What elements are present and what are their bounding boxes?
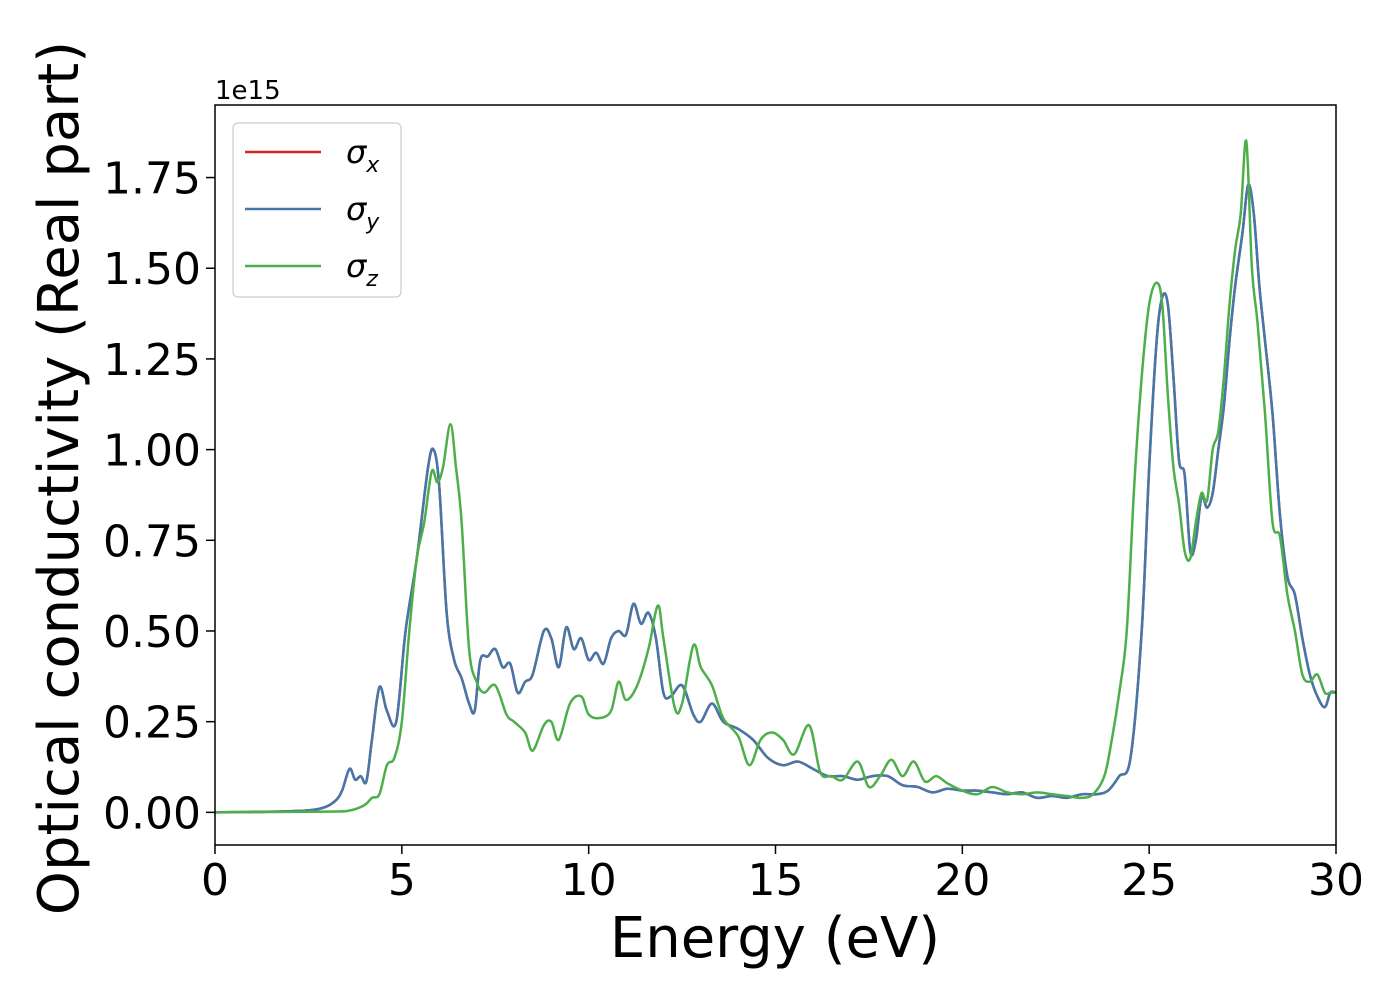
y-tick-label: 0.00 — [103, 788, 201, 839]
y-offset-label: 1e15 — [215, 76, 281, 106]
y-tick-label: 1.00 — [103, 426, 201, 477]
x-tick-label: 0 — [201, 855, 229, 906]
legend-label-subscript: z — [365, 267, 378, 292]
y-tick-label: 1.25 — [103, 335, 201, 386]
y-axis-label: Optical conductivity (Real part) — [27, 41, 92, 915]
x-axis-label: Energy (eV) — [610, 906, 940, 971]
x-tick-label: 10 — [561, 855, 617, 906]
y-tick-label: 1.50 — [103, 244, 201, 295]
y-tick-label: 0.25 — [103, 698, 201, 749]
y-tick-label: 0.50 — [103, 607, 201, 658]
series-line-sigma-y — [215, 183, 1336, 814]
series-line-sigma-z — [215, 139, 1336, 814]
legend-label: σy — [346, 190, 380, 235]
x-tick-label: 5 — [388, 855, 416, 906]
legend-label-subscript: y — [365, 210, 380, 235]
x-tick-label: 25 — [1121, 855, 1177, 906]
x-tick-label: 30 — [1308, 855, 1364, 906]
x-tick-label: 20 — [934, 855, 990, 906]
y-tick-label: 1.75 — [103, 154, 201, 205]
legend-label-subscript: x — [365, 153, 380, 178]
y-tick-label: 0.75 — [103, 516, 201, 567]
x-tick-label: 15 — [748, 855, 804, 906]
